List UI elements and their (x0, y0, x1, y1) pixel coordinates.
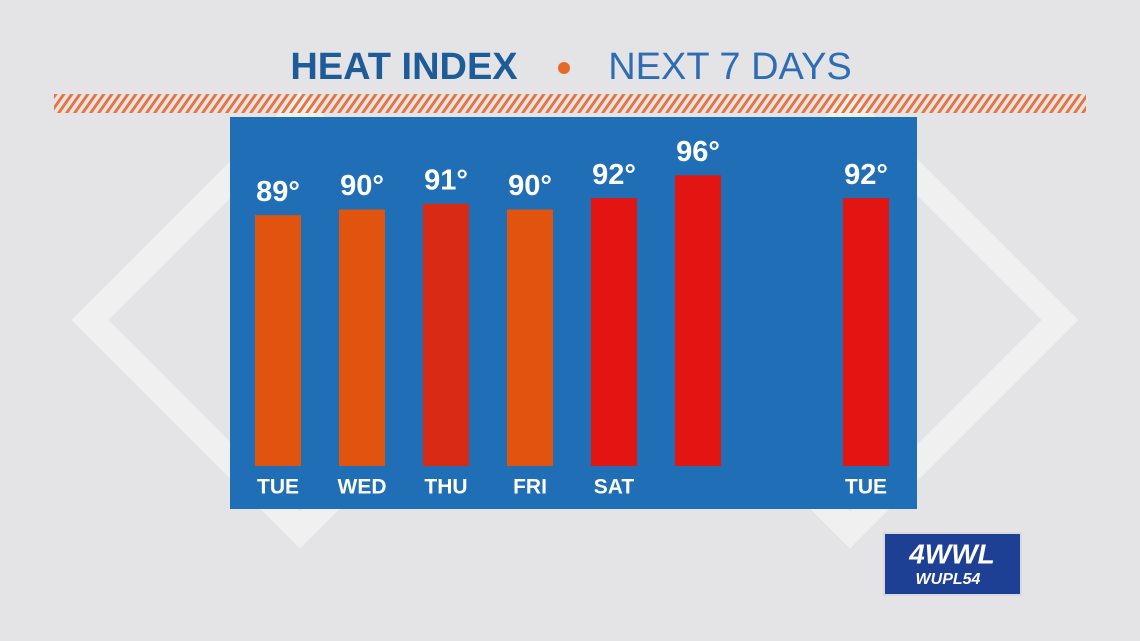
value-label: 92° (592, 159, 636, 191)
bar (255, 215, 301, 466)
station-logo (883, 532, 1022, 596)
bar (591, 198, 637, 466)
bar (843, 198, 889, 466)
bar (675, 175, 721, 467)
chart-subtitle: NEXT 7 DAYS (608, 46, 852, 88)
value-label: 96° (676, 136, 720, 168)
logo-sub: WUPL54 (916, 571, 981, 588)
bar (423, 203, 469, 467)
x-tick-label: TUE (257, 476, 299, 499)
bar (507, 209, 553, 466)
value-label: 90° (508, 170, 552, 202)
chart-panel (230, 117, 917, 509)
value-label: 92° (844, 159, 888, 191)
x-tick-label: FRI (513, 476, 547, 499)
title-bullet (558, 62, 570, 74)
x-tick-label: WED (338, 476, 387, 499)
chart-title: HEAT INDEX (290, 46, 518, 88)
bar (339, 209, 385, 466)
x-tick-label: TUE (845, 476, 887, 499)
value-label: 89° (256, 176, 300, 208)
value-label: 90° (340, 170, 384, 202)
x-tick-label: THU (424, 476, 467, 499)
hatched-divider (54, 94, 1086, 113)
x-tick-label: SAT (594, 476, 635, 499)
logo-main: 4WWL (908, 538, 995, 569)
value-label: 91° (424, 164, 468, 196)
